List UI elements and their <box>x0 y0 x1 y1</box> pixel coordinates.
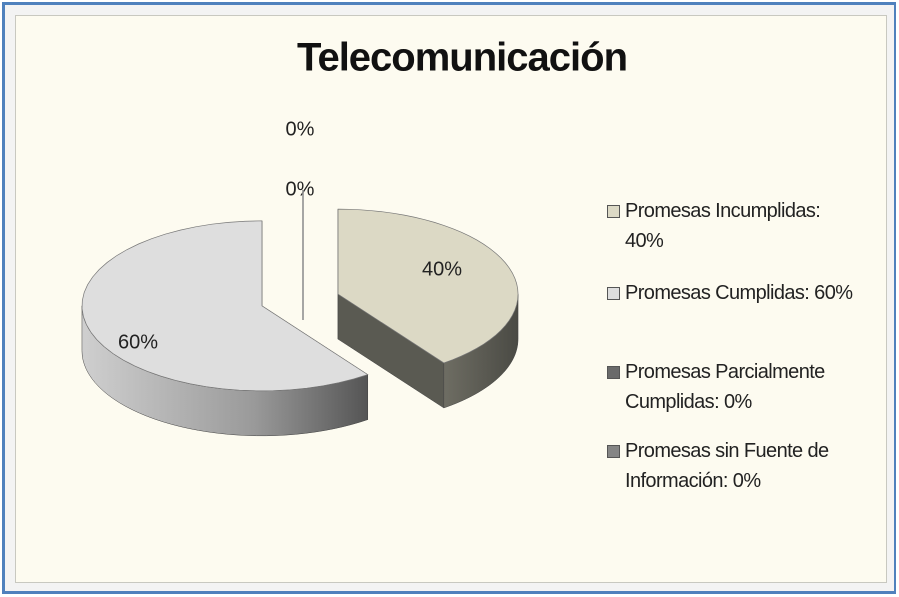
slice-top <box>337 208 519 364</box>
legend-swatch <box>607 205 620 218</box>
legend-label: Promesas Parcialmente Cumplidas: 0% <box>625 361 825 413</box>
legend-swatch <box>607 287 620 300</box>
legend-label: Promesas sin Fuente de Información: 0% <box>625 440 829 492</box>
data-label: 0% <box>286 118 315 140</box>
slice <box>337 208 519 409</box>
legend-swatch <box>607 366 620 379</box>
legend-label: Promesas Incumplidas: 40% <box>625 200 821 252</box>
slice <box>81 220 369 437</box>
slice-top <box>81 220 369 392</box>
legend-swatch <box>607 445 620 458</box>
chart-title: Telecomunicación <box>297 36 627 80</box>
data-label: 0% <box>286 178 315 200</box>
data-label: 40% <box>422 258 462 280</box>
legend-label: Promesas Cumplidas: 60% <box>625 282 853 304</box>
data-label: 60% <box>118 331 158 353</box>
